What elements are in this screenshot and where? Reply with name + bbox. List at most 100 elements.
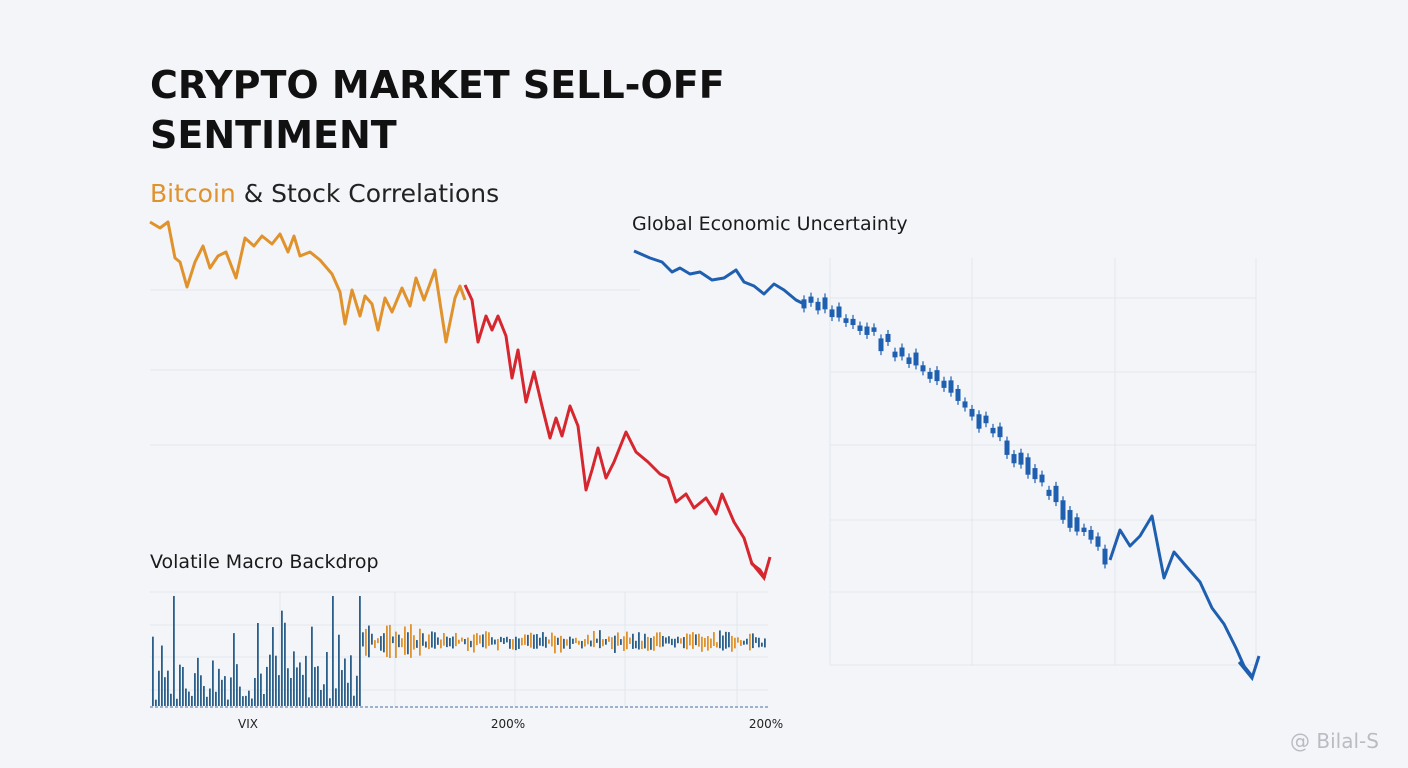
left-grid <box>150 289 640 446</box>
volatility-bar <box>734 637 736 649</box>
volatility-bar <box>494 639 496 645</box>
candle-body <box>892 351 898 358</box>
candle-body <box>850 318 856 326</box>
volatility-bar <box>158 670 160 706</box>
volatility-bar <box>608 636 610 642</box>
volatility-bar <box>161 645 163 706</box>
volatility-bar <box>482 634 484 648</box>
arrow-head <box>1237 655 1261 682</box>
volatility-bar <box>611 637 613 650</box>
volatility-bar <box>530 632 532 648</box>
volatility-bar <box>338 634 340 706</box>
volatility-bar <box>428 634 430 649</box>
candlesticks <box>801 292 1108 569</box>
volatility-bar <box>419 628 421 656</box>
volatility-bar <box>308 697 310 706</box>
candle-body <box>1004 440 1010 455</box>
volatility-bar <box>287 668 289 706</box>
volatility-bar <box>437 637 439 645</box>
volatility-bar <box>524 634 526 645</box>
volatility-bar <box>413 635 415 650</box>
volatility-bar <box>311 626 313 706</box>
volatility-bar <box>332 596 334 706</box>
volatility-bar <box>509 639 511 649</box>
volatility-bar <box>236 664 238 706</box>
volatility-bar <box>329 698 331 706</box>
volatility-bar <box>572 638 574 644</box>
volatility-bar <box>377 638 379 644</box>
candle-body <box>1018 452 1024 465</box>
volatility-bar <box>182 666 184 706</box>
candle-body <box>962 401 968 408</box>
volatility-bar <box>266 666 268 706</box>
volatility-bar <box>557 637 559 645</box>
volatility-bar <box>755 637 757 643</box>
candle-body <box>941 380 947 388</box>
volatility-bar <box>740 640 742 646</box>
volatility-bar <box>173 596 175 706</box>
volatility-bar <box>356 675 358 706</box>
volatility-bar <box>317 666 319 706</box>
volatility-bar <box>701 636 703 652</box>
volatility-bar <box>386 625 388 657</box>
volatility-bar <box>269 654 271 706</box>
volatility-bar <box>599 630 601 649</box>
volatility-bar <box>683 637 685 649</box>
volatility-bar <box>596 638 598 643</box>
volatility-bar <box>395 631 397 658</box>
candle-body <box>927 371 933 379</box>
candle-body <box>829 309 835 318</box>
volatility-bar <box>677 636 679 644</box>
volatility-bar <box>722 635 724 651</box>
candle-body <box>1039 474 1045 483</box>
volatility-bar <box>365 628 367 656</box>
candle-body <box>885 333 891 342</box>
volatility-bar <box>185 688 187 706</box>
volatility-bar <box>746 638 748 645</box>
candle-body <box>1046 489 1052 496</box>
volatility-bar <box>587 634 589 645</box>
volatility-bar <box>545 636 547 648</box>
volatility-bar <box>320 689 322 706</box>
volatility-bar <box>257 623 259 706</box>
volatility-bar <box>341 670 343 706</box>
volatility-bar <box>188 691 190 706</box>
volatility-bar <box>224 676 226 706</box>
candle-body <box>1102 548 1108 565</box>
candle-body <box>1025 457 1031 475</box>
volatility-bar <box>416 640 418 648</box>
volatility-bar <box>242 696 244 706</box>
volatility-bar <box>425 641 427 648</box>
volatility-bar <box>230 677 232 706</box>
candle-body <box>843 318 849 323</box>
candle-body <box>1095 536 1101 547</box>
volatility-bar <box>626 631 628 650</box>
volatility-bar <box>752 633 754 649</box>
volatility-bar <box>488 632 490 646</box>
candle-body <box>1011 454 1017 464</box>
candle-body <box>913 352 919 366</box>
volatility-bar <box>164 677 166 706</box>
volatility-bar <box>284 622 286 706</box>
volatility-bar <box>713 632 715 646</box>
axis-label: 200% <box>491 717 525 731</box>
volatility-bar <box>434 632 436 649</box>
volatility-bar <box>548 639 550 644</box>
volatility-bar <box>176 698 178 706</box>
title-line: CRYPTO MARKET SELL-OFF <box>150 63 725 107</box>
candle-body <box>1074 517 1080 532</box>
volatility-bar <box>761 642 763 647</box>
volatility-bars <box>152 596 766 706</box>
volatility-bar <box>353 695 355 706</box>
volatility-bar <box>197 657 199 706</box>
volatility-bar <box>179 664 181 706</box>
volatility-bar <box>506 636 508 643</box>
volatility-bar <box>344 658 346 706</box>
candle-body <box>857 325 863 331</box>
volatility-bar <box>575 637 577 644</box>
volatility-bar <box>479 635 481 644</box>
volatility-bar <box>281 610 283 706</box>
volatility-bar <box>404 626 406 655</box>
volatility-bar <box>710 638 712 649</box>
